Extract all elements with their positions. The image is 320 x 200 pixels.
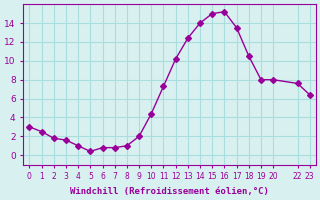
- X-axis label: Windchill (Refroidissement éolien,°C): Windchill (Refroidissement éolien,°C): [70, 187, 269, 196]
